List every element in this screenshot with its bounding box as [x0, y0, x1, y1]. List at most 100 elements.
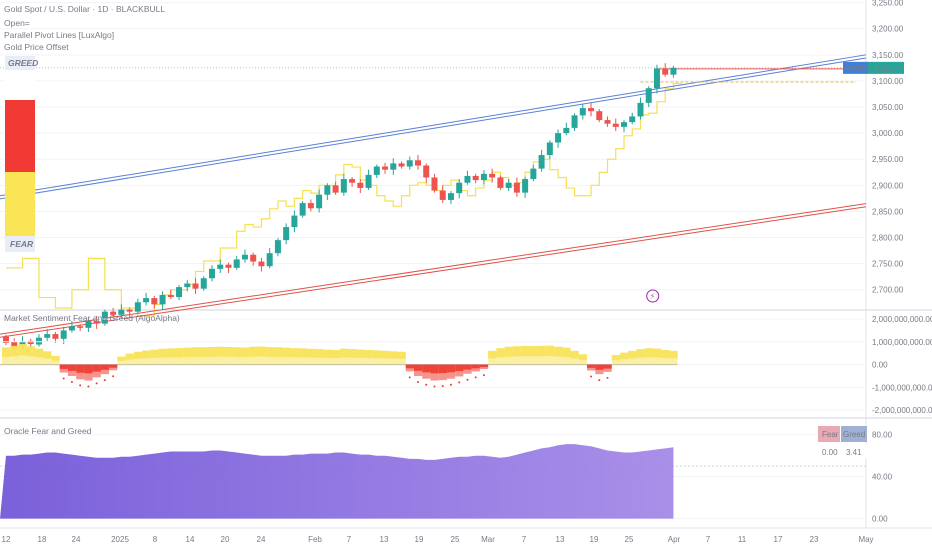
time-tick-label: 14 — [186, 535, 195, 544]
candle-body — [439, 190, 446, 200]
candle-body — [283, 227, 290, 241]
sentiment-bar-core — [199, 347, 208, 357]
time-tick-label: 17 — [774, 535, 783, 544]
price-tick-label: 2,800.00 — [872, 234, 904, 243]
candle-body — [85, 321, 92, 328]
candle-body — [653, 68, 660, 89]
price-tick-label: 2,850.00 — [872, 207, 904, 216]
sentiment-bar-core — [166, 348, 175, 358]
candle-body — [151, 298, 158, 305]
sentiment-bar-core — [100, 364, 110, 370]
candle-body — [134, 302, 141, 312]
sentiment-bar-core — [34, 348, 44, 358]
sentiment-tick-label: 2,000,000,000.00 — [872, 315, 932, 324]
sentiment-tick-label: -2,000,000,000.00 — [872, 406, 932, 415]
sentiment-bar-core — [191, 347, 200, 357]
legend-offset[interactable]: Gold Price Offset — [4, 42, 69, 52]
sentiment-bar-core — [125, 353, 134, 360]
sentiment-bar-core — [208, 347, 217, 357]
time-tick-label: 25 — [451, 535, 460, 544]
candle-body — [266, 253, 273, 267]
price-tick-label: 3,200.00 — [872, 25, 904, 34]
sentiment-bar-core — [323, 349, 332, 358]
candle-body — [118, 309, 125, 315]
sentiment-bar-core — [339, 348, 349, 358]
sentiment-bar-core — [150, 349, 159, 358]
candle-body — [637, 102, 644, 117]
price-tick-label: 2,900.00 — [872, 181, 904, 190]
sentiment-bar-core — [603, 364, 612, 369]
time-tick-label: 19 — [590, 535, 599, 544]
sentiment-bar-core — [10, 345, 19, 357]
candle-body — [456, 182, 463, 194]
candle-body — [382, 166, 389, 170]
candle-body — [19, 341, 26, 347]
sentiment-bar-core — [142, 350, 151, 359]
candle-body — [274, 240, 281, 254]
sentiment-bar-core — [554, 346, 563, 357]
oracle-greed-label: Greed — [843, 430, 865, 439]
sentiment-bar-core — [257, 346, 266, 357]
sentiment-dot — [606, 376, 609, 379]
candle-body — [588, 108, 595, 112]
sentiment-bar-core — [249, 346, 258, 357]
candle-body — [233, 259, 240, 268]
legend-symbol[interactable]: Gold Spot / U.S. Dollar · 1D · BLACKBULL — [4, 4, 165, 14]
candle-body — [357, 182, 364, 188]
candle-body — [68, 326, 75, 331]
candle-body — [513, 182, 520, 193]
sentiment-bar-core — [364, 349, 373, 359]
candle-body — [349, 179, 356, 183]
candle-body — [398, 163, 405, 167]
price-tick-label: 2,750.00 — [872, 260, 904, 269]
candle-body — [291, 215, 298, 228]
candle-body — [415, 160, 421, 166]
candle-body — [579, 108, 586, 116]
sentiment-bar-core — [661, 349, 670, 359]
main-pane-grid — [0, 2, 866, 291]
time-tick-label: Apr — [668, 535, 681, 544]
candle-body — [596, 111, 603, 121]
sentiment-bar-core — [224, 347, 233, 357]
candle-body — [546, 142, 553, 156]
sentiment-bar-core — [463, 364, 472, 370]
candle-body — [77, 326, 84, 328]
sentiment-bar-core — [628, 350, 637, 359]
time-tick-label: 2025 — [111, 535, 129, 544]
sentiment-bar-core — [133, 351, 143, 359]
price-tick-label: 3,050.00 — [872, 103, 904, 112]
price-tick-label: 3,150.00 — [872, 51, 904, 60]
sentiment-bar-core — [578, 354, 587, 360]
candle-body — [192, 283, 199, 289]
time-tick-label: 8 — [153, 535, 158, 544]
sentiment-title[interactable]: Market Sentiment Fear and Greed (AlgoAlp… — [4, 313, 180, 323]
candle-body — [159, 294, 166, 305]
sentiment-bar-core — [414, 364, 423, 371]
sentiment-bar-core — [587, 364, 596, 368]
price-tag — [868, 61, 904, 74]
sentiment-bar-core — [18, 344, 27, 356]
price-tick-label: 3,000.00 — [872, 129, 904, 138]
candle-body — [530, 168, 537, 180]
candle-body — [184, 283, 191, 288]
sentiment-bar-core — [356, 349, 365, 358]
gauge-greed-label: GREED — [8, 58, 38, 68]
event-flag-icon — [646, 289, 660, 303]
oracle-tick-label: 40.00 — [872, 473, 893, 482]
sentiment-bar-core — [315, 349, 324, 358]
sentiment-dot — [425, 383, 428, 386]
event-flag-glyph: ⚡ — [650, 292, 656, 301]
candle-body — [406, 160, 413, 167]
sentiment-bar-core — [405, 364, 414, 369]
legend-pivot-lines[interactable]: Parallel Pivot Lines [LuxAlgo] — [4, 30, 114, 40]
time-tick-label: 19 — [415, 535, 424, 544]
sentiment-tick-label: 0.00 — [872, 361, 888, 370]
gold-price-offset-line — [6, 82, 682, 317]
oracle-axis: 80.00 40.00 0.00 — [872, 431, 893, 524]
sentiment-bar-core — [644, 348, 653, 358]
sentiment-dot — [598, 379, 601, 382]
candle-body — [250, 254, 257, 262]
oracle-title[interactable]: Oracle Fear and Greed — [4, 426, 92, 436]
oracle-table: Fear Greed 0.00 3.41 — [818, 426, 867, 458]
sentiment-bar-core — [26, 346, 35, 357]
